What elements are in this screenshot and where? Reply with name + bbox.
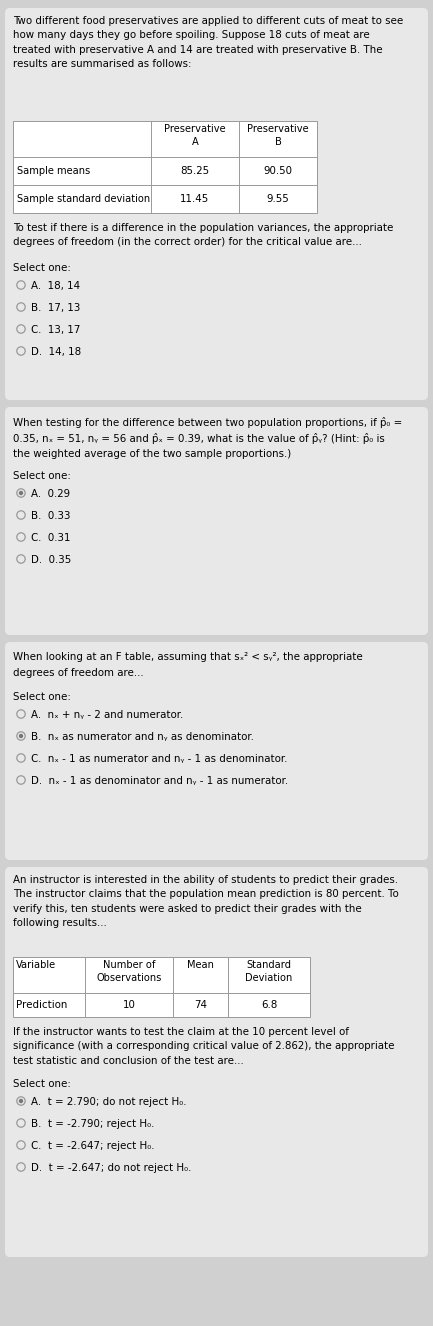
- Text: 6.8: 6.8: [261, 1000, 277, 1010]
- FancyBboxPatch shape: [5, 867, 428, 1257]
- Text: the weighted average of the two sample proportions.): the weighted average of the two sample p…: [13, 450, 291, 459]
- Text: 9.55: 9.55: [267, 194, 289, 204]
- Text: D.  14, 18: D. 14, 18: [31, 347, 81, 357]
- Text: 11.45: 11.45: [181, 194, 210, 204]
- Bar: [13, 121, 317, 213]
- Text: Sample standard deviation: Sample standard deviation: [17, 194, 150, 204]
- Text: C.  nₓ - 1 as numerator and nᵧ - 1 as denominator.: C. nₓ - 1 as numerator and nᵧ - 1 as den…: [31, 754, 288, 764]
- Text: D.  t = -2.647; do not reject H₀.: D. t = -2.647; do not reject H₀.: [31, 1163, 191, 1174]
- Text: B.  nₓ as numerator and nᵧ as denominator.: B. nₓ as numerator and nᵧ as denominator…: [31, 732, 254, 743]
- Text: D.  0.35: D. 0.35: [31, 556, 71, 565]
- Text: If the instructor wants to test the claim at the 10 percent level of
significanc: If the instructor wants to test the clai…: [13, 1028, 394, 1066]
- Text: B.  17, 13: B. 17, 13: [31, 304, 81, 313]
- Text: Preservative
A: Preservative A: [164, 125, 226, 147]
- Text: 0.35, nₓ = 51, nᵧ = 56 and p̂ₓ = 0.39, what is the value of p̂ᵧ? (Hint: p̂₀ is: 0.35, nₓ = 51, nᵧ = 56 and p̂ₓ = 0.39, w…: [13, 434, 385, 444]
- Text: D.  nₓ - 1 as denominator and nᵧ - 1 as numerator.: D. nₓ - 1 as denominator and nᵧ - 1 as n…: [31, 776, 288, 786]
- Text: B.  t = -2.790; reject H₀.: B. t = -2.790; reject H₀.: [31, 1119, 155, 1128]
- Text: Variable: Variable: [16, 960, 56, 971]
- Bar: [13, 957, 310, 1017]
- FancyBboxPatch shape: [5, 8, 428, 400]
- Text: Sample means: Sample means: [17, 166, 90, 176]
- FancyBboxPatch shape: [5, 407, 428, 635]
- Text: C.  0.31: C. 0.31: [31, 533, 71, 544]
- Text: Mean: Mean: [187, 960, 214, 971]
- Text: 10: 10: [123, 1000, 136, 1010]
- Text: Select one:: Select one:: [13, 1079, 71, 1089]
- Circle shape: [19, 733, 23, 739]
- Text: To test if there is a difference in the population variances, the appropriate
de: To test if there is a difference in the …: [13, 223, 393, 247]
- Text: Select one:: Select one:: [13, 692, 71, 701]
- Text: When looking at an F table, assuming that sₓ² < sᵧ², the appropriate: When looking at an F table, assuming tha…: [13, 652, 363, 662]
- Circle shape: [19, 491, 23, 495]
- Circle shape: [19, 1099, 23, 1103]
- Text: C.  t = -2.647; reject H₀.: C. t = -2.647; reject H₀.: [31, 1140, 155, 1151]
- Text: A.  0.29: A. 0.29: [31, 489, 70, 499]
- Text: Number of
Observations: Number of Observations: [96, 960, 162, 983]
- Text: degrees of freedom are...: degrees of freedom are...: [13, 668, 144, 678]
- Text: A.  18, 14: A. 18, 14: [31, 281, 80, 290]
- Text: Prediction: Prediction: [16, 1000, 68, 1010]
- Text: C.  13, 17: C. 13, 17: [31, 325, 81, 335]
- Text: Select one:: Select one:: [13, 263, 71, 273]
- Text: Standard
Deviation: Standard Deviation: [246, 960, 293, 983]
- Text: Preservative
B: Preservative B: [247, 125, 309, 147]
- Text: 74: 74: [194, 1000, 207, 1010]
- FancyBboxPatch shape: [5, 642, 428, 861]
- Text: When testing for the difference between two population proportions, if p̂₀ =: When testing for the difference between …: [13, 416, 402, 428]
- Text: Two different food preservatives are applied to different cuts of meat to see
ho: Two different food preservatives are app…: [13, 16, 403, 69]
- Text: An instructor is interested in the ability of students to predict their grades.
: An instructor is interested in the abili…: [13, 875, 399, 928]
- Text: Select one:: Select one:: [13, 471, 71, 481]
- Text: B.  0.33: B. 0.33: [31, 511, 71, 521]
- Text: 85.25: 85.25: [181, 166, 210, 176]
- Text: 90.50: 90.50: [264, 166, 293, 176]
- Text: A.  nₓ + nᵧ - 2 and numerator.: A. nₓ + nᵧ - 2 and numerator.: [31, 709, 183, 720]
- Text: A.  t = 2.790; do not reject H₀.: A. t = 2.790; do not reject H₀.: [31, 1097, 187, 1107]
